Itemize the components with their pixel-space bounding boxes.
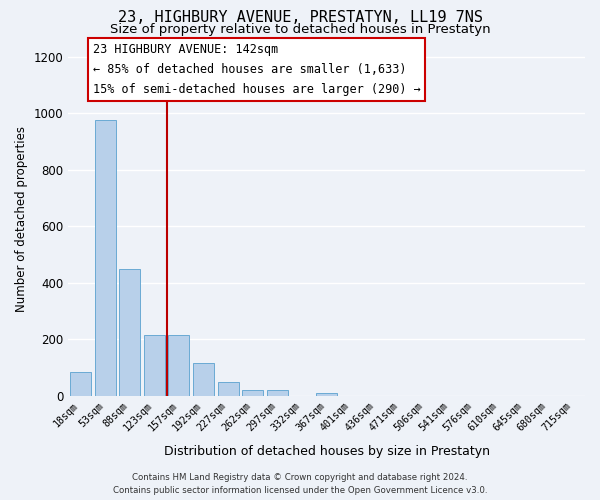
Y-axis label: Number of detached properties: Number of detached properties — [15, 126, 28, 312]
Bar — [193, 364, 214, 396]
Text: 23 HIGHBURY AVENUE: 142sqm
← 85% of detached houses are smaller (1,633)
15% of s: 23 HIGHBURY AVENUE: 142sqm ← 85% of deta… — [93, 43, 421, 96]
Bar — [218, 382, 239, 396]
Bar — [119, 268, 140, 396]
Bar — [144, 335, 165, 396]
Text: Size of property relative to detached houses in Prestatyn: Size of property relative to detached ho… — [110, 22, 490, 36]
Text: 23, HIGHBURY AVENUE, PRESTATYN, LL19 7NS: 23, HIGHBURY AVENUE, PRESTATYN, LL19 7NS — [118, 10, 482, 25]
Bar — [95, 120, 116, 396]
Bar — [267, 390, 288, 396]
Bar — [242, 390, 263, 396]
Bar — [70, 372, 91, 396]
Bar — [316, 392, 337, 396]
X-axis label: Distribution of detached houses by size in Prestatyn: Distribution of detached houses by size … — [164, 444, 490, 458]
Bar — [169, 335, 190, 396]
Text: Contains HM Land Registry data © Crown copyright and database right 2024.
Contai: Contains HM Land Registry data © Crown c… — [113, 474, 487, 495]
